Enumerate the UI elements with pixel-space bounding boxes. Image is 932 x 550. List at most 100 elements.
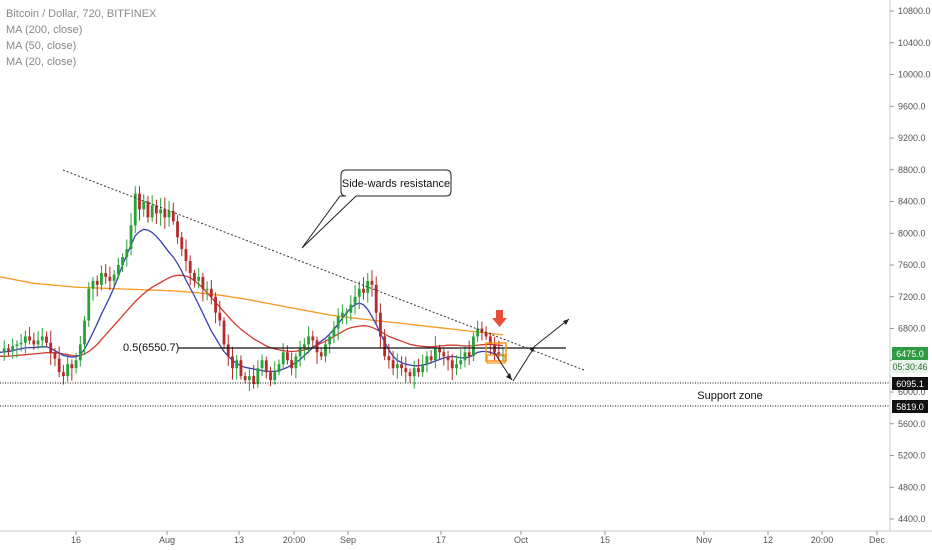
candle-body <box>159 209 163 214</box>
candle-body <box>2 348 6 353</box>
callout-bubble[interactable] <box>301 169 452 249</box>
candle-body <box>142 201 146 210</box>
candle-body <box>121 257 124 265</box>
candle <box>23 330 27 354</box>
candle <box>188 255 192 286</box>
candle <box>133 186 137 234</box>
candle-body <box>374 284 378 313</box>
candle-body <box>205 288 209 290</box>
candle-body <box>408 372 412 377</box>
x-tick-label: 13 <box>234 535 244 545</box>
current-price-badge-text: 6475.0 <box>896 349 924 359</box>
candle <box>62 364 65 385</box>
countdown-badge[interactable]: 05:30:46 <box>892 360 928 373</box>
support-bottom-badge[interactable]: 5819.0 <box>892 400 928 413</box>
candle-body <box>91 280 95 289</box>
candle <box>36 330 40 350</box>
candle-body <box>286 352 289 361</box>
x-tick-label: Sep <box>340 535 356 545</box>
candle-body <box>66 364 70 377</box>
candle <box>429 350 433 364</box>
candle <box>214 292 217 324</box>
price-axis-panel[interactable] <box>890 0 932 550</box>
candle-body <box>455 364 458 369</box>
y-tick-label: 8800.0 <box>898 165 926 175</box>
candle <box>167 200 171 227</box>
candle-body <box>269 372 272 381</box>
candle <box>391 350 395 376</box>
candle-body <box>40 336 44 341</box>
current-price-badge[interactable]: 6475.0 <box>892 347 928 360</box>
x-tick-label: Oct <box>514 535 529 545</box>
candle <box>497 340 501 361</box>
legend-ma200[interactable]: MA (200, close) <box>6 24 83 36</box>
candle-body <box>417 368 420 373</box>
candle-body <box>133 193 137 226</box>
candle-body <box>472 336 475 357</box>
ma200-line <box>0 276 504 336</box>
candle <box>374 276 378 326</box>
y-tick-label: 6000.0 <box>898 387 926 397</box>
legend-ma50[interactable]: MA (50, close) <box>6 40 77 52</box>
candle-body <box>302 344 306 349</box>
projection-up-line[interactable] <box>512 345 536 382</box>
candle-body <box>273 372 277 381</box>
fib-level-label: 0.5(6550.7) <box>123 342 179 354</box>
support-zone-label: Support zone <box>697 390 762 402</box>
candle <box>336 308 340 341</box>
resistance-trendline[interactable] <box>62 169 585 371</box>
candle-body <box>11 345 15 351</box>
candle <box>205 281 209 301</box>
candle <box>294 353 298 379</box>
candle <box>243 372 247 384</box>
ma20-line <box>0 228 504 373</box>
candle-body <box>45 336 48 343</box>
candle-body <box>32 340 36 345</box>
candle-body <box>197 276 201 281</box>
candle <box>383 329 387 361</box>
candle <box>184 239 188 272</box>
candle-body <box>446 356 450 361</box>
candle <box>163 197 167 229</box>
candle-body <box>19 342 23 345</box>
legend-symbol-title[interactable]: Bitcoin / Dollar, 720, BITFINEX <box>6 8 157 20</box>
candle-body <box>247 376 251 381</box>
candle-body <box>125 249 129 258</box>
chart-legend: Bitcoin / Dollar, 720, BITFINEX MA (200,… <box>6 6 156 70</box>
legend-ma20[interactable]: MA (20, close) <box>6 56 77 68</box>
candle <box>49 330 53 365</box>
candle-body <box>150 205 154 218</box>
candle <box>83 315 86 355</box>
candle <box>222 317 226 350</box>
candle <box>142 194 146 217</box>
candle <box>472 332 475 362</box>
candle <box>138 186 141 221</box>
candle <box>171 202 175 225</box>
candle-body <box>163 209 167 218</box>
x-tick-label: 16 <box>71 535 81 545</box>
x-tick-label: 12 <box>763 535 773 545</box>
candle-body <box>277 364 281 373</box>
candle-body <box>340 312 344 317</box>
candle-body <box>49 342 53 353</box>
projection-breakout-line[interactable] <box>534 318 570 347</box>
support-top-badge-bg <box>892 377 928 390</box>
support-top-badge[interactable]: 6095.1 <box>892 377 928 390</box>
candle <box>463 345 467 368</box>
price-box-upper[interactable] <box>485 342 507 362</box>
candle <box>345 308 349 325</box>
y-tick-label: 6800.0 <box>898 324 926 334</box>
candle-body <box>294 356 298 369</box>
candle <box>40 327 44 349</box>
support-top-badge-text: 6095.1 <box>896 379 924 389</box>
candle-body <box>298 348 302 357</box>
candle-body <box>176 221 179 238</box>
projection-up-head <box>530 346 535 352</box>
countdown-badge-text: 05:30:46 <box>892 362 927 372</box>
candle-body <box>336 316 340 329</box>
candle-body <box>235 360 239 369</box>
candle <box>95 275 99 297</box>
candle <box>74 352 78 374</box>
candle <box>425 351 429 373</box>
